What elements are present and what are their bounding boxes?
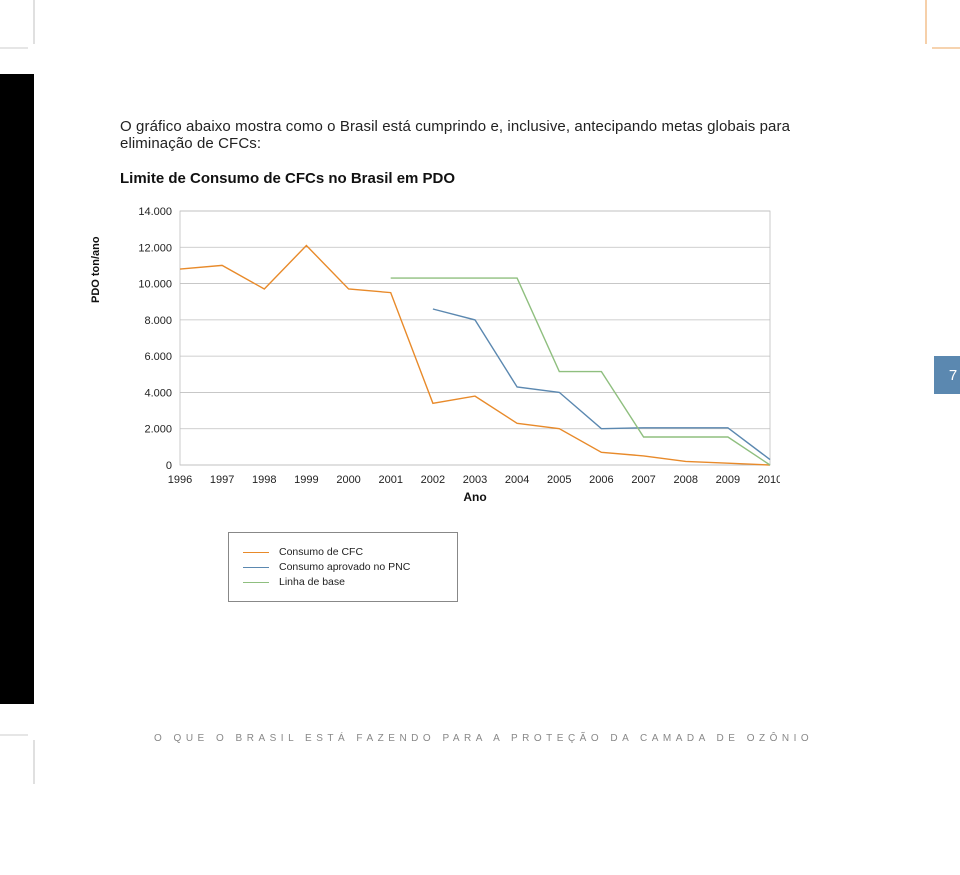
left-black-band	[0, 74, 34, 704]
svg-text:0: 0	[166, 460, 172, 472]
svg-text:12.000: 12.000	[138, 242, 172, 254]
legend-item: Consumo de CFC	[243, 546, 443, 558]
page-number-tab: 7	[934, 356, 960, 394]
svg-text:4.000: 4.000	[144, 387, 172, 399]
svg-text:Ano: Ano	[463, 490, 486, 504]
legend-swatch	[243, 567, 269, 568]
svg-text:2002: 2002	[421, 474, 445, 486]
svg-text:8.000: 8.000	[144, 315, 172, 327]
svg-text:2001: 2001	[378, 474, 402, 486]
svg-text:6.000: 6.000	[144, 351, 172, 363]
intro-paragraph: O gráfico abaixo mostra como o Brasil es…	[120, 118, 864, 152]
chart-title: Limite de Consumo de CFCs no Brasil em P…	[120, 170, 864, 187]
svg-text:2005: 2005	[547, 474, 571, 486]
legend-item: Linha de base	[243, 576, 443, 588]
svg-text:2.000: 2.000	[144, 424, 172, 436]
legend-label: Consumo de CFC	[279, 546, 363, 558]
line-chart: 0 2.000 4.000 6.000 8.000 10.000 12.000 14.000 1…	[100, 205, 780, 505]
svg-text:2007: 2007	[631, 474, 655, 486]
svg-text:2008: 2008	[673, 474, 697, 486]
svg-text:2004: 2004	[505, 474, 529, 486]
chart-container: PDO ton/ano 02.0004.0006.0008.00010.0001…	[100, 205, 820, 510]
legend-swatch	[243, 582, 269, 583]
svg-text:2009: 2009	[716, 474, 740, 486]
legend-label: Linha de base	[279, 576, 345, 588]
svg-text:2006: 2006	[589, 474, 613, 486]
legend-item: Consumo aprovado no PNC	[243, 561, 443, 573]
legend-label: Consumo aprovado no PNC	[279, 561, 410, 573]
svg-text:2003: 2003	[463, 474, 487, 486]
svg-text:2000: 2000	[336, 474, 360, 486]
svg-text:1996: 1996	[168, 474, 192, 486]
y-axis-title: PDO ton/ano	[90, 236, 102, 303]
svg-text:1997: 1997	[210, 474, 234, 486]
svg-text:2010: 2010	[758, 474, 780, 486]
chart-legend: Consumo de CFC Consumo aprovado no PNC Lin…	[228, 532, 458, 602]
svg-text:1999: 1999	[294, 474, 318, 486]
legend-swatch	[243, 552, 269, 553]
footer-text: O QUE O BRASIL ESTÁ FAZENDO PARA A PROTE…	[154, 733, 813, 744]
svg-text:1998: 1998	[252, 474, 276, 486]
svg-text:14.000: 14.000	[138, 206, 172, 218]
svg-text:10.000: 10.000	[138, 279, 172, 291]
